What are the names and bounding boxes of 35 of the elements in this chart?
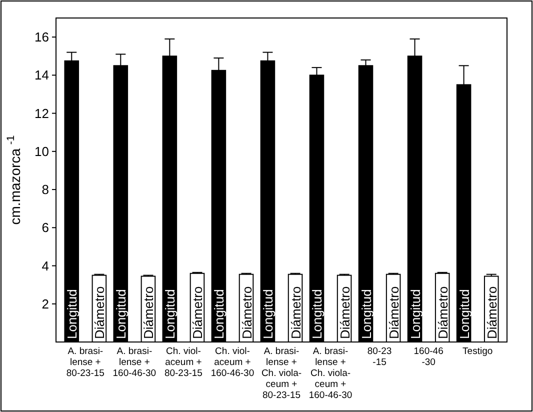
text: Longitud (114, 289, 129, 339)
text: Diámetro (190, 286, 206, 339)
text: Diámetro (239, 286, 254, 339)
y-tick-label: 6 (42, 220, 49, 236)
text: Longitud (408, 289, 423, 339)
y-tick-label: 10 (34, 144, 49, 159)
text: Longitud (456, 289, 472, 339)
text: Diámetro (141, 286, 156, 339)
x-tick-label: A. brasi- lense + Ch. viola- ceum + 160-46-30 (308, 346, 352, 401)
text: Longitud (162, 289, 178, 339)
text: Diámetro (288, 286, 304, 339)
y-tick-label: 4 (42, 258, 49, 274)
x-tick-label: 160-46 -30 (414, 346, 444, 368)
series-label: Diámetro (435, 286, 450, 339)
x-tick-label: A. brasi- lense + Ch. viola- ceum + 80-23-15 (261, 346, 302, 401)
text: Diámetro (92, 286, 108, 339)
x-tick-label: 80-23 -15 (367, 346, 392, 368)
y-tick-label: 12 (34, 106, 49, 121)
text: Longitud (212, 289, 227, 339)
x-tick-label: Testigo (462, 346, 493, 357)
text: Diámetro (386, 286, 402, 339)
y-tick-label: 14 (34, 68, 49, 83)
text: Longitud (64, 289, 80, 339)
x-tick-label: Ch. viol- aceum + 80-23-15 (164, 346, 202, 379)
series-label: Longitud (310, 289, 325, 339)
text: Diámetro (484, 286, 500, 339)
y-tick-label: 16 (34, 30, 49, 45)
y-tick-label: 2 (42, 296, 49, 312)
x-tick-label: A. brasi- lense + 160-46-30 (112, 346, 156, 379)
text: Diámetro (337, 286, 352, 339)
x-tick-label: A. brasi- lense + 80-23-15 (66, 346, 104, 379)
text: Longitud (260, 289, 276, 339)
x-tick-label: Ch. viol- aceum + 160-46-30 (210, 346, 254, 379)
text: Longitud (358, 289, 374, 339)
y-tick-label: 8 (42, 182, 49, 198)
